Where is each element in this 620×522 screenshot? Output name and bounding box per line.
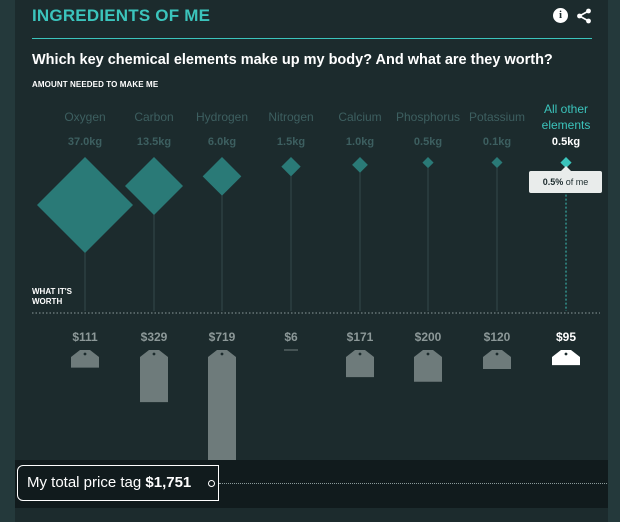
element-tag-oxygen (71, 350, 99, 368)
element-name-all-other-elements: All other (544, 102, 588, 116)
element-price-phosphorus: $200 (415, 330, 442, 344)
element-name-potassium: Potassium (469, 110, 525, 124)
element-weight-potassium: 0.1kg (483, 136, 511, 148)
element-tag-all-other-elements (552, 350, 580, 366)
element-tag-hole-all-other-elements (564, 352, 568, 356)
element-tag-hole-potassium (495, 352, 499, 356)
element-weight-hydrogen: 6.0kg (208, 136, 236, 148)
element-name-hydrogen: Hydrogen (196, 110, 248, 124)
element-diamond-all-other-elements (560, 157, 572, 169)
chart-subtitle: Which key chemical elements make up my b… (32, 52, 553, 68)
element-weight-calcium: 1.0kg (346, 136, 374, 148)
title-divider (32, 38, 592, 39)
amount-section-label: AMOUNT NEEDED TO MAKE ME (32, 80, 159, 89)
info-icon[interactable]: i (553, 8, 568, 23)
element-price-calcium: $171 (347, 330, 374, 344)
element-name-carbon: Carbon (134, 110, 173, 124)
element-tag-carbon (140, 350, 168, 403)
element-tag-hole-calcium (358, 352, 362, 356)
elements-chart: Oxygen 37.0kg $111 Carbon 13.5kg $329 Hydrogen… (32, 102, 600, 460)
worth-section-label: WHAT IT'S WORTH (32, 287, 92, 307)
element-price-hydrogen: $719 (209, 330, 236, 344)
element-tag-hole-oxygen (83, 352, 87, 356)
tooltip-suffix: of me (563, 177, 589, 187)
element-name-calcium: Calcium (338, 110, 381, 124)
element-weight-phosphorus: 0.5kg (414, 136, 442, 148)
element-weight-all-other-elements: 0.5kg (552, 136, 580, 148)
tooltip-arrow (561, 166, 571, 171)
element-diamond-calcium (352, 157, 368, 173)
share-tooltip: 0.5% of me (529, 171, 602, 193)
element-diamond-carbon (125, 157, 183, 215)
element-diamond-nitrogen (281, 157, 301, 177)
worth-label-line1: WHAT IT'S (32, 287, 72, 296)
element-weight-carbon: 13.5kg (137, 136, 171, 148)
total-dotted-line (219, 483, 607, 484)
element-tag-calcium (346, 350, 374, 378)
element-tag-hole-carbon (152, 352, 156, 356)
share-icon[interactable] (576, 8, 592, 24)
element-diamond-oxygen (37, 157, 133, 253)
element-name-all-other-elements-line2: elements (542, 118, 591, 132)
worth-label-line2: WORTH (32, 297, 63, 306)
page-title: INGREDIENTS OF ME (32, 6, 211, 25)
element-tag-potassium (483, 350, 511, 370)
element-price-carbon: $329 (141, 330, 168, 344)
total-price-tag: My total price tag $1,751 (17, 465, 219, 501)
element-diamond-hydrogen (202, 157, 242, 196)
element-tag-hole-phosphorus (426, 352, 430, 356)
total-label: My total price tag (27, 474, 142, 491)
element-name-nitrogen: Nitrogen (268, 110, 313, 124)
chart-panel (15, 0, 608, 522)
element-price-nitrogen: $6 (284, 330, 298, 344)
element-name-oxygen: Oxygen (64, 110, 105, 124)
element-weight-oxygen: 37.0kg (68, 136, 102, 148)
tag-hole (208, 480, 215, 487)
element-tag-hole-hydrogen (220, 352, 224, 356)
element-weight-nitrogen: 1.5kg (277, 136, 305, 148)
element-price-oxygen: $111 (72, 330, 98, 344)
total-amount: $1,751 (145, 474, 192, 491)
element-diamond-potassium (491, 157, 503, 168)
element-tag-phosphorus (414, 350, 442, 382)
element-tag-hydrogen (208, 350, 236, 460)
element-price-all-other-elements: $95 (556, 330, 576, 344)
element-name-phosphorus: Phosphorus (396, 110, 460, 124)
tooltip-value: 0.5% (542, 177, 564, 187)
element-diamond-phosphorus (422, 157, 434, 169)
element-price-potassium: $120 (484, 330, 511, 344)
